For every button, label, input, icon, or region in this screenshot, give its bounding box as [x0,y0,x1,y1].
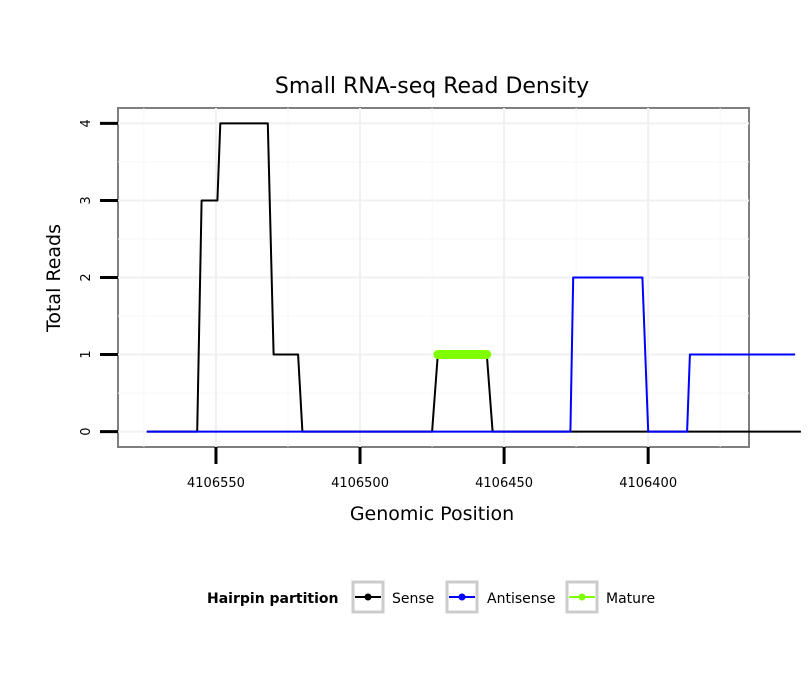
chart-title: Small RNA-seq Read Density [275,74,589,99]
legend-label-antisense: Antisense [487,591,556,607]
y-tick-label: 1 [79,350,94,358]
legend-point-mature [578,593,586,601]
series-line-antisense [146,276,796,433]
x-axis-label: Genomic Position [350,503,514,525]
x-tick-label: 4106500 [331,476,389,491]
legend-point-antisense [458,593,466,601]
x-tick-label: 4106400 [619,476,677,491]
legend-label-sense: Sense [392,591,434,607]
y-axis: 0 1 2 3 4 [79,119,118,436]
legend-label-mature: Mature [606,591,655,607]
legend-point-sense [364,593,372,601]
x-tick-label: 4106450 [475,476,533,491]
y-tick-label: 4 [79,119,94,127]
legend-item-antisense: Antisense [445,580,556,614]
x-tick-label: 4106550 [187,476,245,491]
legend-title: Hairpin partition [207,591,338,607]
y-tick-label: 3 [79,196,94,204]
y-tick-label: 2 [79,273,94,281]
y-tick-label: 0 [79,427,94,435]
y-axis-label: Total Reads [43,224,65,333]
legend-item-mature: Mature [565,580,655,614]
legend: Hairpin partition Sense Antisense Mature [207,580,655,614]
x-axis: 4106550 4106500 4106450 4106400 [187,447,677,491]
legend-item-sense: Sense [351,580,434,614]
data-series [146,122,801,433]
